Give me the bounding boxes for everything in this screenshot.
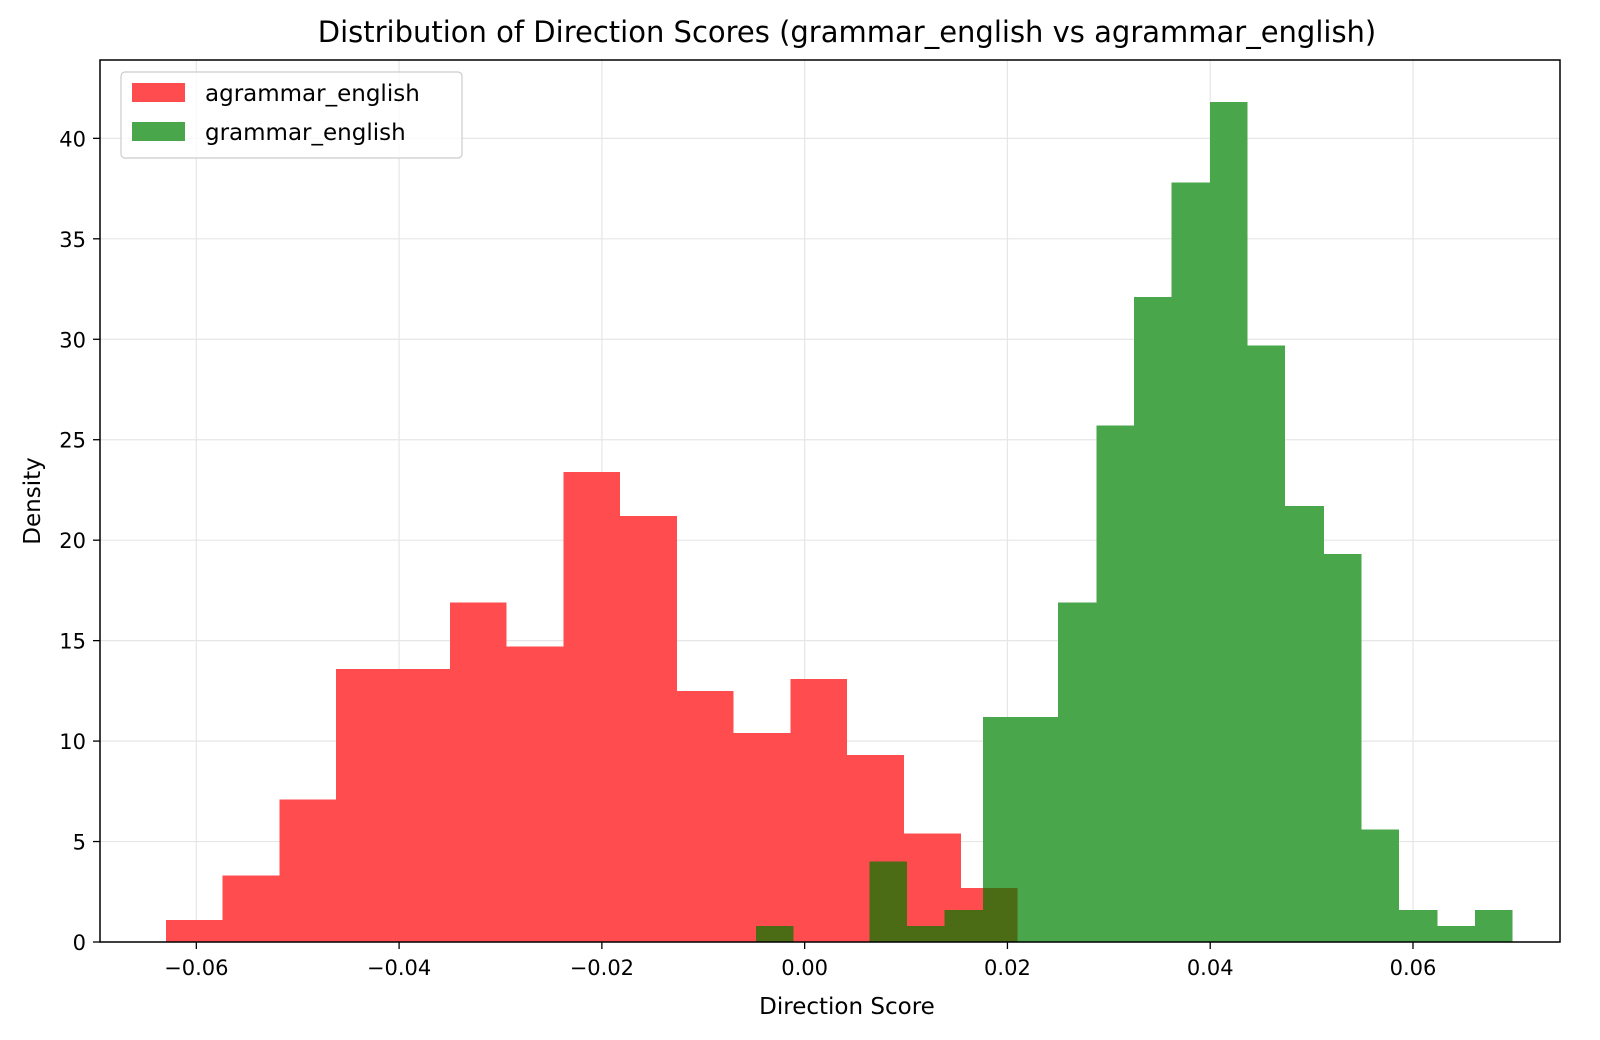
bar-agrammar-english — [393, 668, 450, 942]
bar-agrammar-english — [676, 690, 734, 942]
y-axis: 0 5 10 15 20 25 30 35 40 — [59, 127, 100, 955]
bar-grammar-english — [1134, 297, 1172, 942]
bar-grammar-english — [1398, 909, 1438, 942]
bar-agrammar-english — [222, 875, 280, 942]
bar-grammar-english — [1058, 602, 1097, 942]
x-tick-label: 0.06 — [1390, 956, 1437, 980]
legend-label-agrammar-english: agrammar_english — [205, 81, 420, 107]
bar-overlap — [960, 909, 984, 942]
plot-frame — [99, 59, 1561, 943]
y-tick-label: 5 — [73, 831, 86, 855]
bar-grammar-english — [1020, 716, 1059, 942]
bar-overlap — [869, 861, 905, 942]
bar-agrammar-english — [336, 668, 394, 942]
y-tick-label: 40 — [59, 127, 86, 151]
bar-grammar-english — [1096, 425, 1135, 942]
legend-swatch-grammar-english — [132, 122, 185, 141]
x-tick-label: −0.06 — [164, 956, 228, 980]
bar-agrammar-english — [563, 471, 621, 942]
y-tick-label: 15 — [59, 630, 86, 654]
bar-agrammar-english — [506, 646, 564, 942]
x-tick-label: −0.04 — [367, 956, 431, 980]
x-tick-label: 0.02 — [984, 956, 1031, 980]
legend-box — [120, 71, 463, 159]
x-axis-label: Direction Score — [759, 994, 935, 1020]
bar-overlap — [755, 925, 791, 942]
bar-agrammar-english — [620, 516, 677, 942]
y-axis-label: Density — [20, 457, 46, 544]
x-tick-label: 0.04 — [1187, 956, 1234, 980]
bar-agrammar-english — [279, 799, 337, 942]
legend: agrammar_english grammar_english — [120, 71, 463, 159]
x-tick-label: −0.02 — [570, 956, 634, 980]
y-tick-label: 10 — [59, 730, 86, 754]
bar-overlap — [904, 861, 908, 942]
y-tick-label: 20 — [59, 529, 86, 553]
bar-overlap — [983, 887, 1018, 942]
bar-grammar-english — [1361, 829, 1399, 942]
bar-agrammar-english — [165, 919, 223, 942]
histogram-bars — [165, 102, 1513, 943]
bar-grammar-english — [1285, 506, 1324, 942]
bar-overlap — [907, 925, 945, 942]
y-tick-label: 0 — [73, 931, 86, 955]
bar-overlap — [790, 925, 794, 942]
bar-agrammar-english — [733, 733, 791, 942]
chart-title: Distribution of Direction Scores (gramma… — [318, 15, 1377, 49]
x-axis: −0.06 −0.04 −0.02 0.00 0.02 0.04 0.06 — [164, 942, 1436, 980]
bar-grammar-english — [1323, 554, 1362, 942]
y-tick-label: 30 — [59, 328, 86, 352]
bar-grammar-english — [1171, 182, 1211, 943]
bar-grammar-english — [1474, 909, 1513, 942]
y-tick-label: 35 — [59, 228, 86, 252]
bar-grammar-english — [1437, 925, 1475, 942]
bar-overlap — [944, 909, 961, 942]
bar-grammar-english — [1210, 102, 1248, 942]
legend-swatch-agrammar-english — [132, 83, 185, 102]
x-tick-label: 0.00 — [781, 956, 828, 980]
legend-label-grammar-english: grammar_english — [205, 120, 406, 146]
y-tick-label: 25 — [59, 429, 86, 453]
bar-grammar-english — [1247, 345, 1286, 943]
bar-agrammar-english — [790, 678, 848, 942]
bar-agrammar-english — [449, 602, 507, 942]
